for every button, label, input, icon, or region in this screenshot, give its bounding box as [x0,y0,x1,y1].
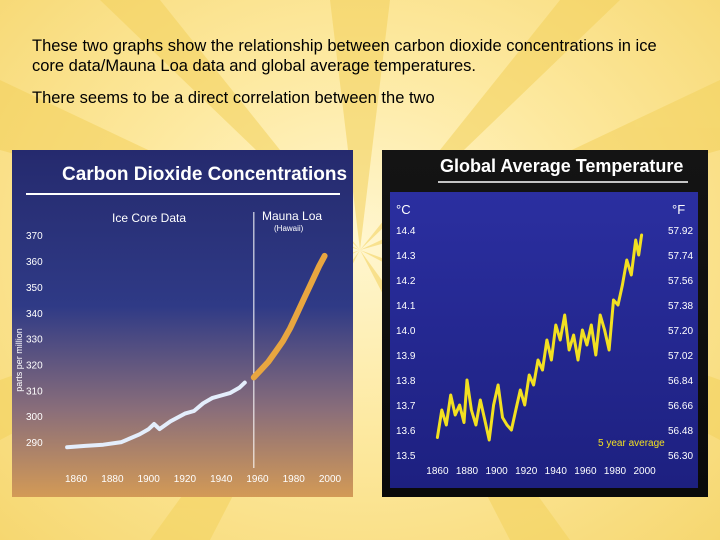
co2-x-tick-label: 1880 [101,474,124,485]
temperature-y-right-tick-label: 56.48 [668,426,693,437]
co2-y-tick-label: 310 [26,386,43,397]
co2-y-tick-label: 370 [26,231,43,242]
co2-annotation-ice-core: Ice Core Data [112,211,186,225]
co2-x-tick-label: 2000 [319,474,342,485]
temperature-y-tick-label: 13.6 [396,426,416,437]
temperature-y-right-tick-label: 56.30 [668,451,693,462]
temperature-left-unit: °C [396,202,411,217]
intro-paragraph-1: These two graphs show the relationship b… [32,37,657,75]
temperature-y-tick-label: 14.3 [396,251,416,262]
temperature-y-tick-label: 13.5 [396,451,416,462]
temperature-y-right-tick-label: 57.92 [668,226,693,237]
co2-mauna-loa-line [250,252,328,381]
co2-y-tick-label: 320 [26,360,43,371]
co2-annotation-mauna-loa: Mauna Loa [262,209,322,223]
temperature-plot-area [390,192,698,488]
temperature-y-right-tick-label: 57.02 [668,351,693,362]
temperature-y-tick-label: 14.4 [396,226,416,237]
co2-x-tick-label: 1900 [138,474,161,485]
temperature-x-tick-label: 1940 [545,466,568,477]
co2-x-tick-label: 1920 [174,474,197,485]
temperature-y-tick-label: 13.7 [396,401,416,412]
temperature-x-tick-label: 1900 [485,466,508,477]
temperature-x-tick-label: 2000 [633,466,656,477]
temperature-y-right-tick-label: 56.84 [668,376,693,387]
temperature-y-right-tick-label: 56.66 [668,401,693,412]
temperature-y-right-tick-label: 57.56 [668,276,693,287]
co2-y-axis-label: parts per million [14,328,24,392]
temperature-x-tick-label: 1960 [574,466,597,477]
co2-chart-background [12,150,353,497]
temperature-x-tick-label: 1920 [515,466,538,477]
co2-chart: Carbon Dioxide Concentrations Ice Core D… [12,150,353,497]
co2-x-tick-label: 1940 [210,474,233,485]
co2-y-tick-label: 340 [26,309,43,320]
temperature-x-tick-label: 1860 [426,466,449,477]
temperature-y-tick-label: 14.0 [396,326,416,337]
co2-y-tick-label: 290 [26,438,43,449]
co2-y-tick-label: 330 [26,335,43,346]
co2-annotation-hawaii: (Hawaii) [274,224,304,233]
temperature-chart-title: Global Average Temperature [440,156,683,176]
temperature-chart: Global Average Temperature °C °F 5 year … [382,150,708,497]
co2-y-tick-label: 350 [26,283,43,294]
temperature-right-unit: °F [672,202,685,217]
intro-text: These two graphs show the relationship b… [32,36,692,120]
co2-chart-title: Carbon Dioxide Concentrations [62,164,347,185]
temperature-y-tick-label: 13.8 [396,376,416,387]
temperature-y-tick-label: 14.2 [396,276,416,287]
co2-x-tick-label: 1980 [283,474,306,485]
co2-y-tick-label: 360 [26,257,43,268]
temperature-x-tick-label: 1880 [456,466,479,477]
intro-paragraph-2: There seems to be a direct correlation b… [32,89,435,107]
co2-y-tick-label: 300 [26,412,43,423]
temperature-x-tick-label: 1980 [604,466,627,477]
temperature-line [435,233,644,442]
co2-x-tick-label: 1960 [246,474,269,485]
temperature-y-right-tick-label: 57.74 [668,251,693,262]
temperature-y-tick-label: 14.1 [396,301,416,312]
co2-x-tick-label: 1860 [65,474,88,485]
temperature-y-right-tick-label: 57.38 [668,301,693,312]
temperature-y-tick-label: 13.9 [396,351,416,362]
temperature-y-right-tick-label: 57.20 [668,326,693,337]
co2-ice-core-line [65,380,247,450]
temperature-annotation: 5 year average [598,438,665,449]
